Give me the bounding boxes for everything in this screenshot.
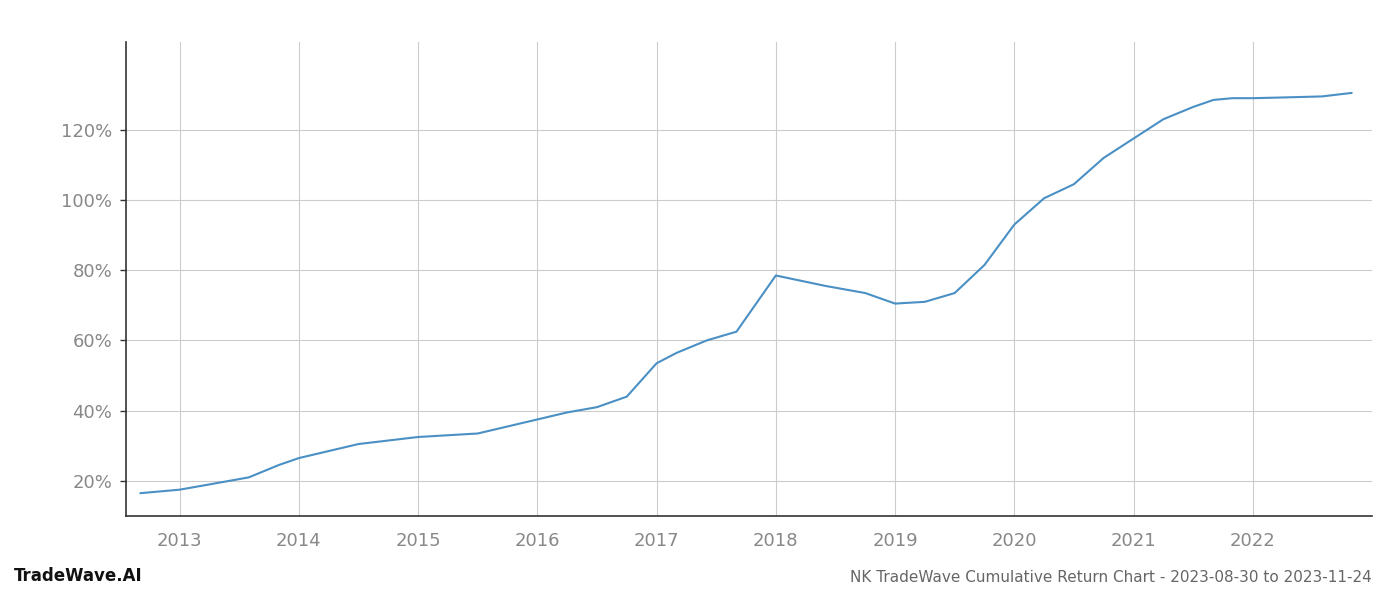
Text: TradeWave.AI: TradeWave.AI — [14, 567, 143, 585]
Text: NK TradeWave Cumulative Return Chart - 2023-08-30 to 2023-11-24: NK TradeWave Cumulative Return Chart - 2… — [850, 570, 1372, 585]
